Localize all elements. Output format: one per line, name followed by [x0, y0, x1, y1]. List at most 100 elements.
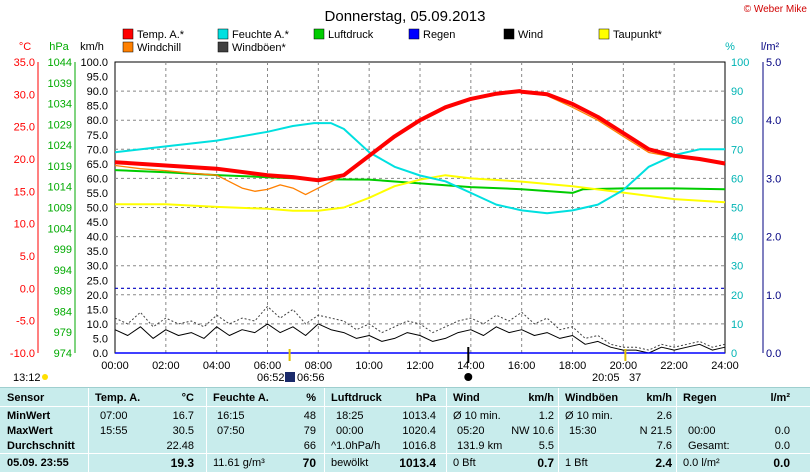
x-tick: 02:00: [152, 360, 180, 372]
col-sensor: Sensor MinWert MaxWert Durchschnitt 05.0…: [0, 388, 89, 472]
legend-label: Windchill: [137, 42, 181, 54]
gust-avg-value: 7.6: [656, 440, 672, 452]
y-tick-pressure: 1014: [48, 182, 72, 194]
weather-chart: Donnerstag, 05.09.2013 © Weber Mike Temp…: [10, 4, 808, 382]
header-pressure-unit: hPa: [415, 392, 436, 404]
y-tick-humidity: 10: [731, 319, 743, 331]
y-tick-wind: 55.0: [87, 188, 108, 200]
y-axis-ticks: 35.0 30.0 25.0 20.0 15.0 10.0 5.0 0.0 -5.0 -10.0 1…: [10, 57, 781, 360]
y-tick-pressure: 989: [54, 286, 72, 298]
header-wind-unit: km/h: [528, 392, 554, 404]
col-rain: Regen l/m² 00:00 0.0 Gesamt: 0.0 0.0 l/m² 0.…: [676, 388, 810, 472]
col-wind: Wind km/h Ø 10 min. 1.2 05:20 NW 10.6 131.9…: [446, 388, 559, 472]
row-label-min: MinWert: [7, 410, 51, 422]
y-tick-temp: -10.0: [10, 348, 35, 360]
hum-avg-value: 66: [303, 440, 316, 452]
header-gust: Windböen: [565, 392, 619, 404]
series-taupunkt: [115, 174, 726, 212]
x-tick: 18:00: [559, 360, 587, 372]
header-sensor: Sensor: [7, 392, 45, 404]
press-current-value: 1013.4: [399, 456, 436, 470]
axis-unit-wind: km/h: [80, 41, 104, 53]
stats-table: Sensor MinWert MaxWert Durchschnitt 05.0…: [0, 387, 810, 472]
y-tick-wind: 10.0: [87, 319, 108, 331]
press-trend: ^1.0hPa/h: [331, 440, 381, 452]
y-tick-pressure: 1004: [48, 223, 72, 235]
time-markers: 06:52 06:56 20:05 37 13:12: [13, 347, 641, 382]
y-tick-pressure: 1009: [48, 203, 72, 215]
credit-label: © Weber Mike: [744, 4, 808, 15]
x-tick: 04:00: [203, 360, 231, 372]
y-tick-pressure: 1019: [48, 161, 72, 173]
y-tick-wind: 45.0: [87, 217, 108, 229]
y-tick-wind: 80.0: [87, 115, 108, 127]
y-tick-wind: 5.0: [93, 333, 108, 345]
gust-current-value: 2.4: [655, 456, 672, 470]
row-label-avg: Durchschnitt: [7, 440, 75, 452]
y-tick-rain: 3.0: [766, 173, 781, 185]
press-min-value: 1013.4: [402, 410, 436, 422]
moon-icon: [464, 373, 473, 381]
row-label-max: MaxWert: [7, 425, 53, 437]
y-tick-pressure: 994: [54, 265, 72, 277]
legend-label: Luftdruck: [328, 29, 374, 41]
col-pressure: Luftdruck hPa 18:25 1013.4 00:00 1020.4 ^1.…: [324, 388, 447, 472]
y-tick-pressure: 1039: [48, 78, 72, 90]
y-tick-humidity: 90: [731, 86, 743, 98]
temp-max-value: 30.5: [172, 425, 194, 437]
sunset-label: 20:05: [592, 372, 620, 382]
legend-swatch: [217, 28, 229, 40]
y-tick-temp: 30.0: [14, 89, 35, 101]
y-tick-rain: 5.0: [766, 57, 781, 69]
y-tick-humidity: 70: [731, 144, 743, 156]
gust-min-value: 2.6: [656, 410, 672, 422]
x-tick: 00:00: [101, 360, 129, 372]
legend-label: Wind: [518, 29, 543, 41]
wind-run: 131.9 km: [457, 440, 503, 452]
gust-max-value: N 21.5: [639, 425, 672, 437]
y-tick-rain: 4.0: [766, 115, 781, 127]
x-tick: 08:00: [305, 360, 333, 372]
x-tick: 22:00: [660, 360, 688, 372]
y-tick-wind: 50.0: [87, 203, 108, 215]
y-tick-pressure: 999: [54, 244, 72, 256]
legend-swatch: [313, 28, 325, 40]
rain-max-time: 00:00: [688, 425, 716, 437]
y-tick-temp: 35.0: [14, 57, 35, 69]
legend-swatch: [408, 28, 420, 40]
series-wind: [114, 323, 726, 354]
axis-unit-rain: l/m²: [761, 41, 780, 53]
series-luftdruck: [114, 169, 726, 194]
rain-current-label: 0.0 l/m²: [683, 457, 720, 469]
series-feuchte-a-: [114, 122, 725, 215]
x-tick: 20:00: [610, 360, 638, 372]
gust-min-label: Ø 10 min.: [565, 410, 613, 422]
y-tick-temp: 25.0: [14, 122, 35, 134]
sun-icon: [285, 372, 295, 382]
legend: Temp. A.* Feuchte A.* Luftdruck Regen Wind Ta…: [122, 28, 663, 54]
wind-min-value: 1.2: [538, 410, 554, 422]
y-tick-rain: 1.0: [766, 290, 781, 302]
temp-min-value: 16.7: [172, 410, 194, 422]
hum-min-time: 16:15: [217, 410, 245, 422]
series-windb-en: [114, 305, 726, 351]
gust-bft: 1 Bft: [565, 457, 588, 469]
y-tick-wind: 25.0: [87, 275, 108, 287]
y-tick-humidity: 80: [731, 115, 743, 127]
legend-swatch: [122, 41, 134, 53]
y-tick-humidity: 60: [731, 173, 743, 185]
legend-label: Taupunkt*: [613, 29, 663, 41]
legend-label: Regen: [423, 29, 455, 41]
sunrise-label: 06:52: [257, 372, 285, 382]
x-tick: 24:00: [711, 360, 739, 372]
press-min-time: 18:25: [336, 410, 364, 422]
y-tick-wind: 75.0: [87, 130, 108, 142]
press-max-value: 1020.4: [402, 425, 436, 437]
y-tick-temp: 10.0: [14, 219, 35, 231]
axis-unit-humidity: %: [725, 41, 735, 53]
legend-swatch: [217, 41, 229, 53]
header-rain: Regen: [683, 392, 717, 404]
wind-bft: 0 Bft: [453, 457, 476, 469]
legend-label: Windböen*: [232, 42, 287, 54]
x-tick: 10:00: [355, 360, 383, 372]
